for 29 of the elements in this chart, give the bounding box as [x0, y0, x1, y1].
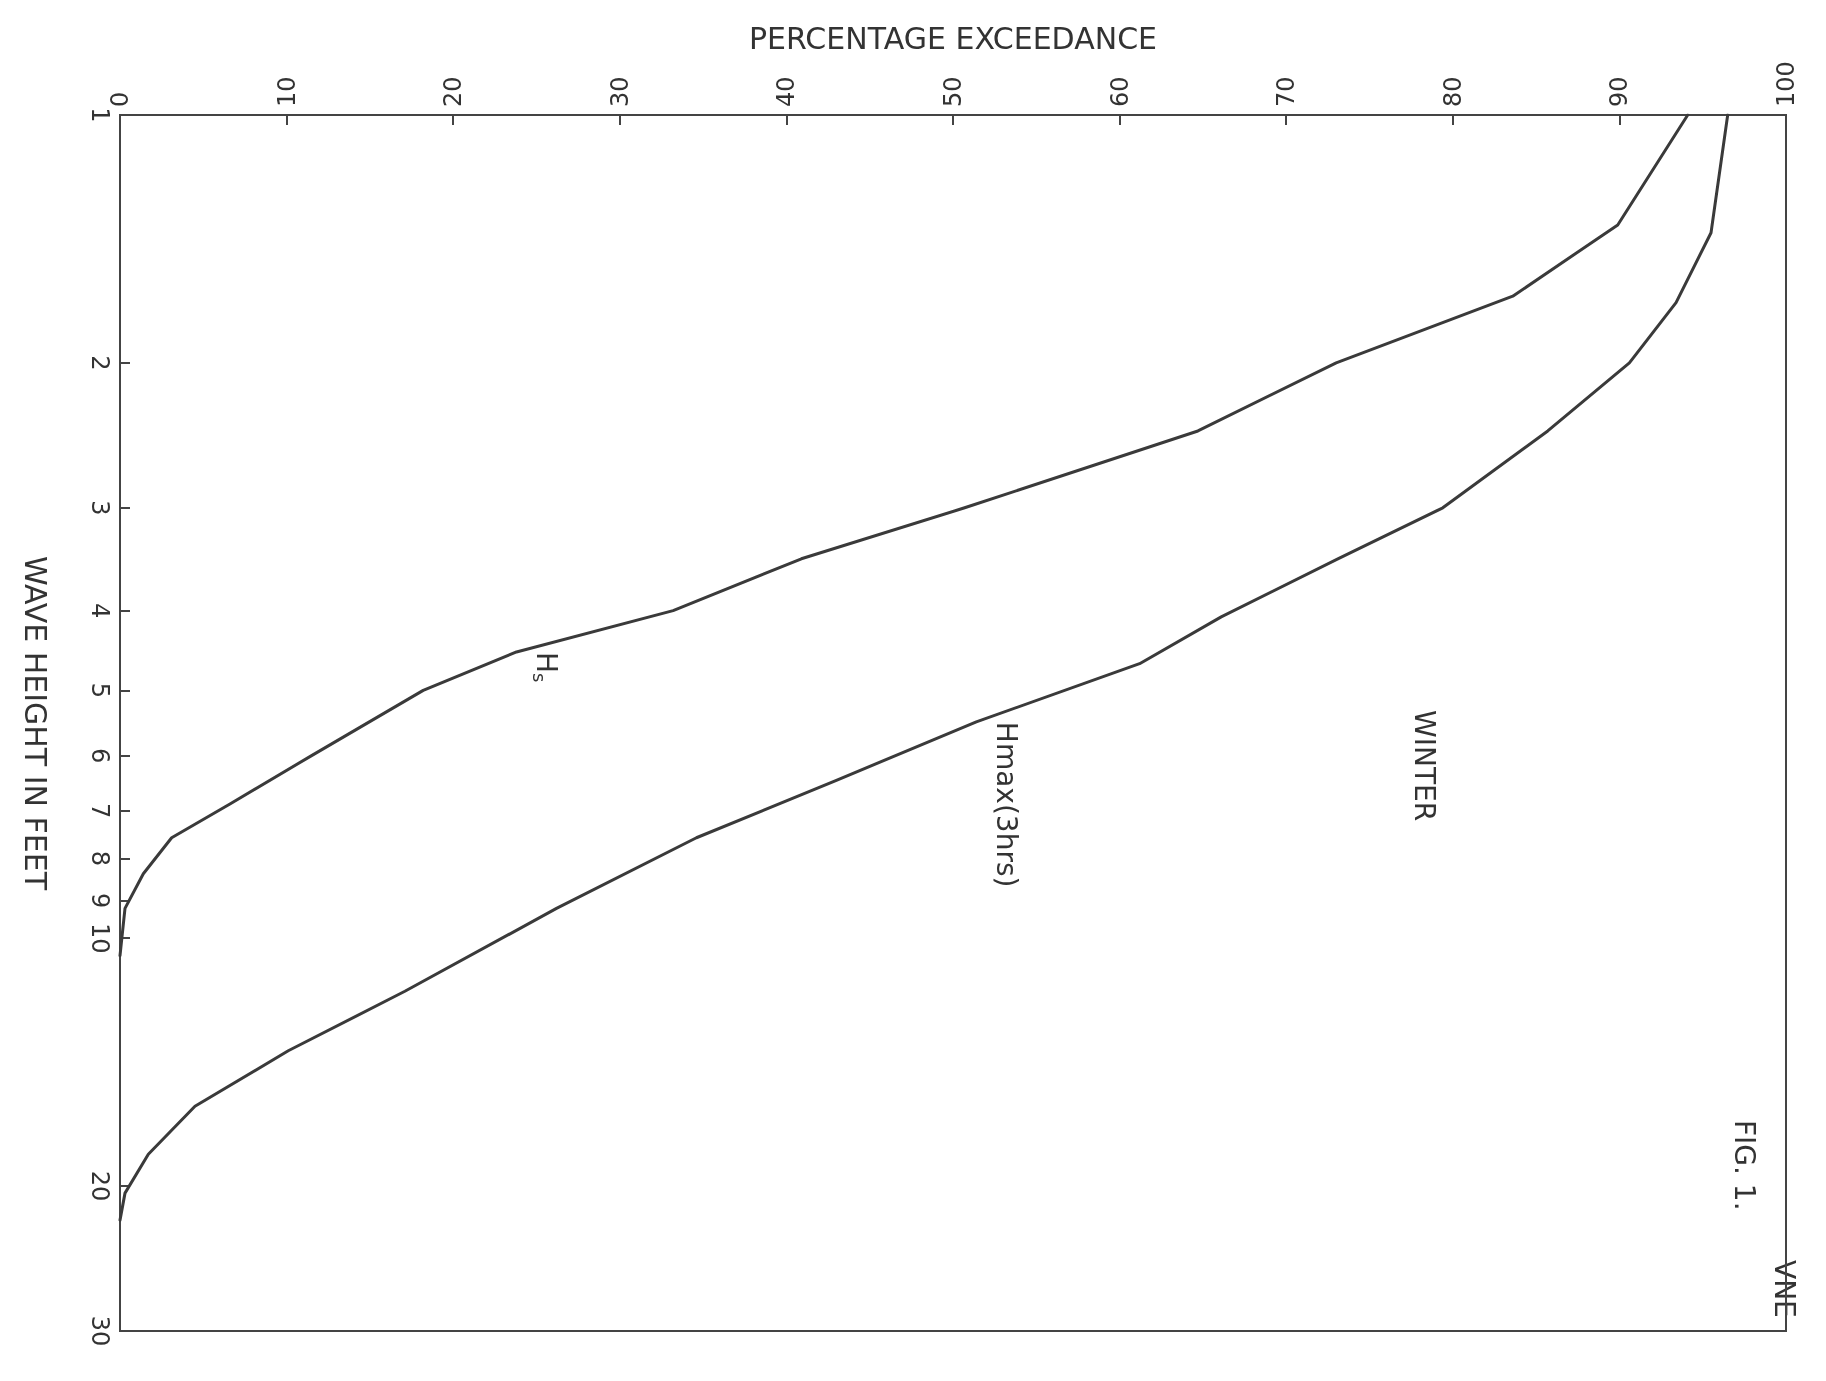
x-tick-label: 10: [272, 76, 301, 107]
x-tick-label: 80: [1438, 76, 1467, 107]
y-tick-label: 30: [86, 1315, 114, 1347]
y-tick-label: 20: [86, 1170, 114, 1202]
x-tick-label: 50: [939, 76, 967, 107]
annotation: FIG. 1.: [1727, 1120, 1761, 1211]
y-tick-label: 10: [86, 922, 114, 954]
x-axis-title: PERCENTAGE EXCEEDANCE: [748, 20, 1158, 56]
x-tick-label: 90: [1605, 76, 1634, 107]
x-tick-label: 0: [106, 91, 134, 107]
y-tick-label: 5: [86, 682, 114, 699]
y-tick-label: 3: [86, 500, 114, 516]
y-axis-title: WAVE HEIGHT IN FEET: [17, 556, 53, 891]
text: Hs: [529, 651, 564, 683]
y-tick-label: 7: [86, 803, 114, 819]
x-tick-label: 70: [1272, 76, 1301, 107]
x-tick-label: 100: [1772, 61, 1800, 107]
x-tick-label: 60: [1105, 76, 1134, 107]
x-tick-label: 30: [605, 76, 634, 107]
text: Hmax(3hrs): [989, 721, 1023, 888]
y-tick-label: 4: [86, 602, 114, 619]
y-tick-label: 8: [86, 850, 114, 867]
y-tick-label: 1: [86, 107, 114, 123]
y-tick-label: 2: [86, 355, 114, 371]
x-tick-label: 20: [439, 76, 468, 107]
x-tick-label: 40: [772, 76, 801, 107]
annotation: WINTER: [1407, 710, 1441, 822]
y-tick-label: 6: [86, 747, 114, 764]
y-tick-label: 9: [86, 892, 114, 909]
